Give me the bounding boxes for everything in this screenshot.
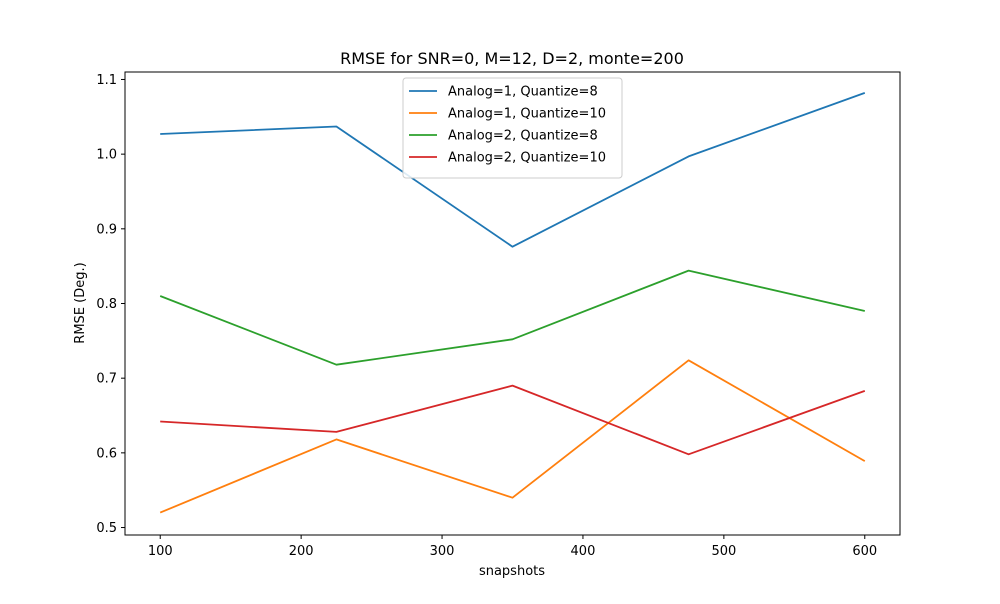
x-tick-label: 100 [148,544,173,559]
series-line-4 [160,384,866,456]
x-tick-label: 400 [571,544,596,559]
y-tick-label: 0.6 [96,446,117,461]
legend: Analog=1, Quantize=8 Analog=1, Quantize=1… [402,77,623,179]
y-tick-label: 0.9 [96,222,117,237]
y-tick-label: 1.1 [96,73,117,88]
legend-label-1: Analog=1, Quantize=8 [448,85,598,100]
series-layer [159,92,866,514]
y-tick-label: 1.0 [96,148,117,163]
y-tick-label: 0.5 [96,521,117,536]
x-axis-label: snapshots [479,564,545,579]
y-tick-label: 0.7 [96,372,117,387]
x-tick-label: 300 [430,544,455,559]
x-tick-label: 500 [711,544,736,559]
series-line-3 [159,269,866,366]
y-tick-label: 0.8 [96,297,117,312]
y-axis: 0.5 0.6 0.7 0.8 0.9 1.0 1.1 [96,73,125,536]
legend-label-3: Analog=2, Quantize=8 [448,129,598,144]
chart-title: RMSE for SNR=0, M=12, D=2, monte=200 [340,49,684,68]
series-line-2 [159,359,866,514]
legend-label-2: Analog=1, Quantize=10 [448,107,606,122]
x-axis: 100 200 300 400 500 600 [148,535,877,559]
x-tick-label: 600 [852,544,877,559]
x-tick-label: 200 [289,544,314,559]
series-line-1 [160,92,866,248]
y-axis-label: RMSE (Deg.) [73,262,88,343]
legend-box [402,77,623,179]
legend-label-4: Analog=2, Quantize=10 [448,151,606,166]
